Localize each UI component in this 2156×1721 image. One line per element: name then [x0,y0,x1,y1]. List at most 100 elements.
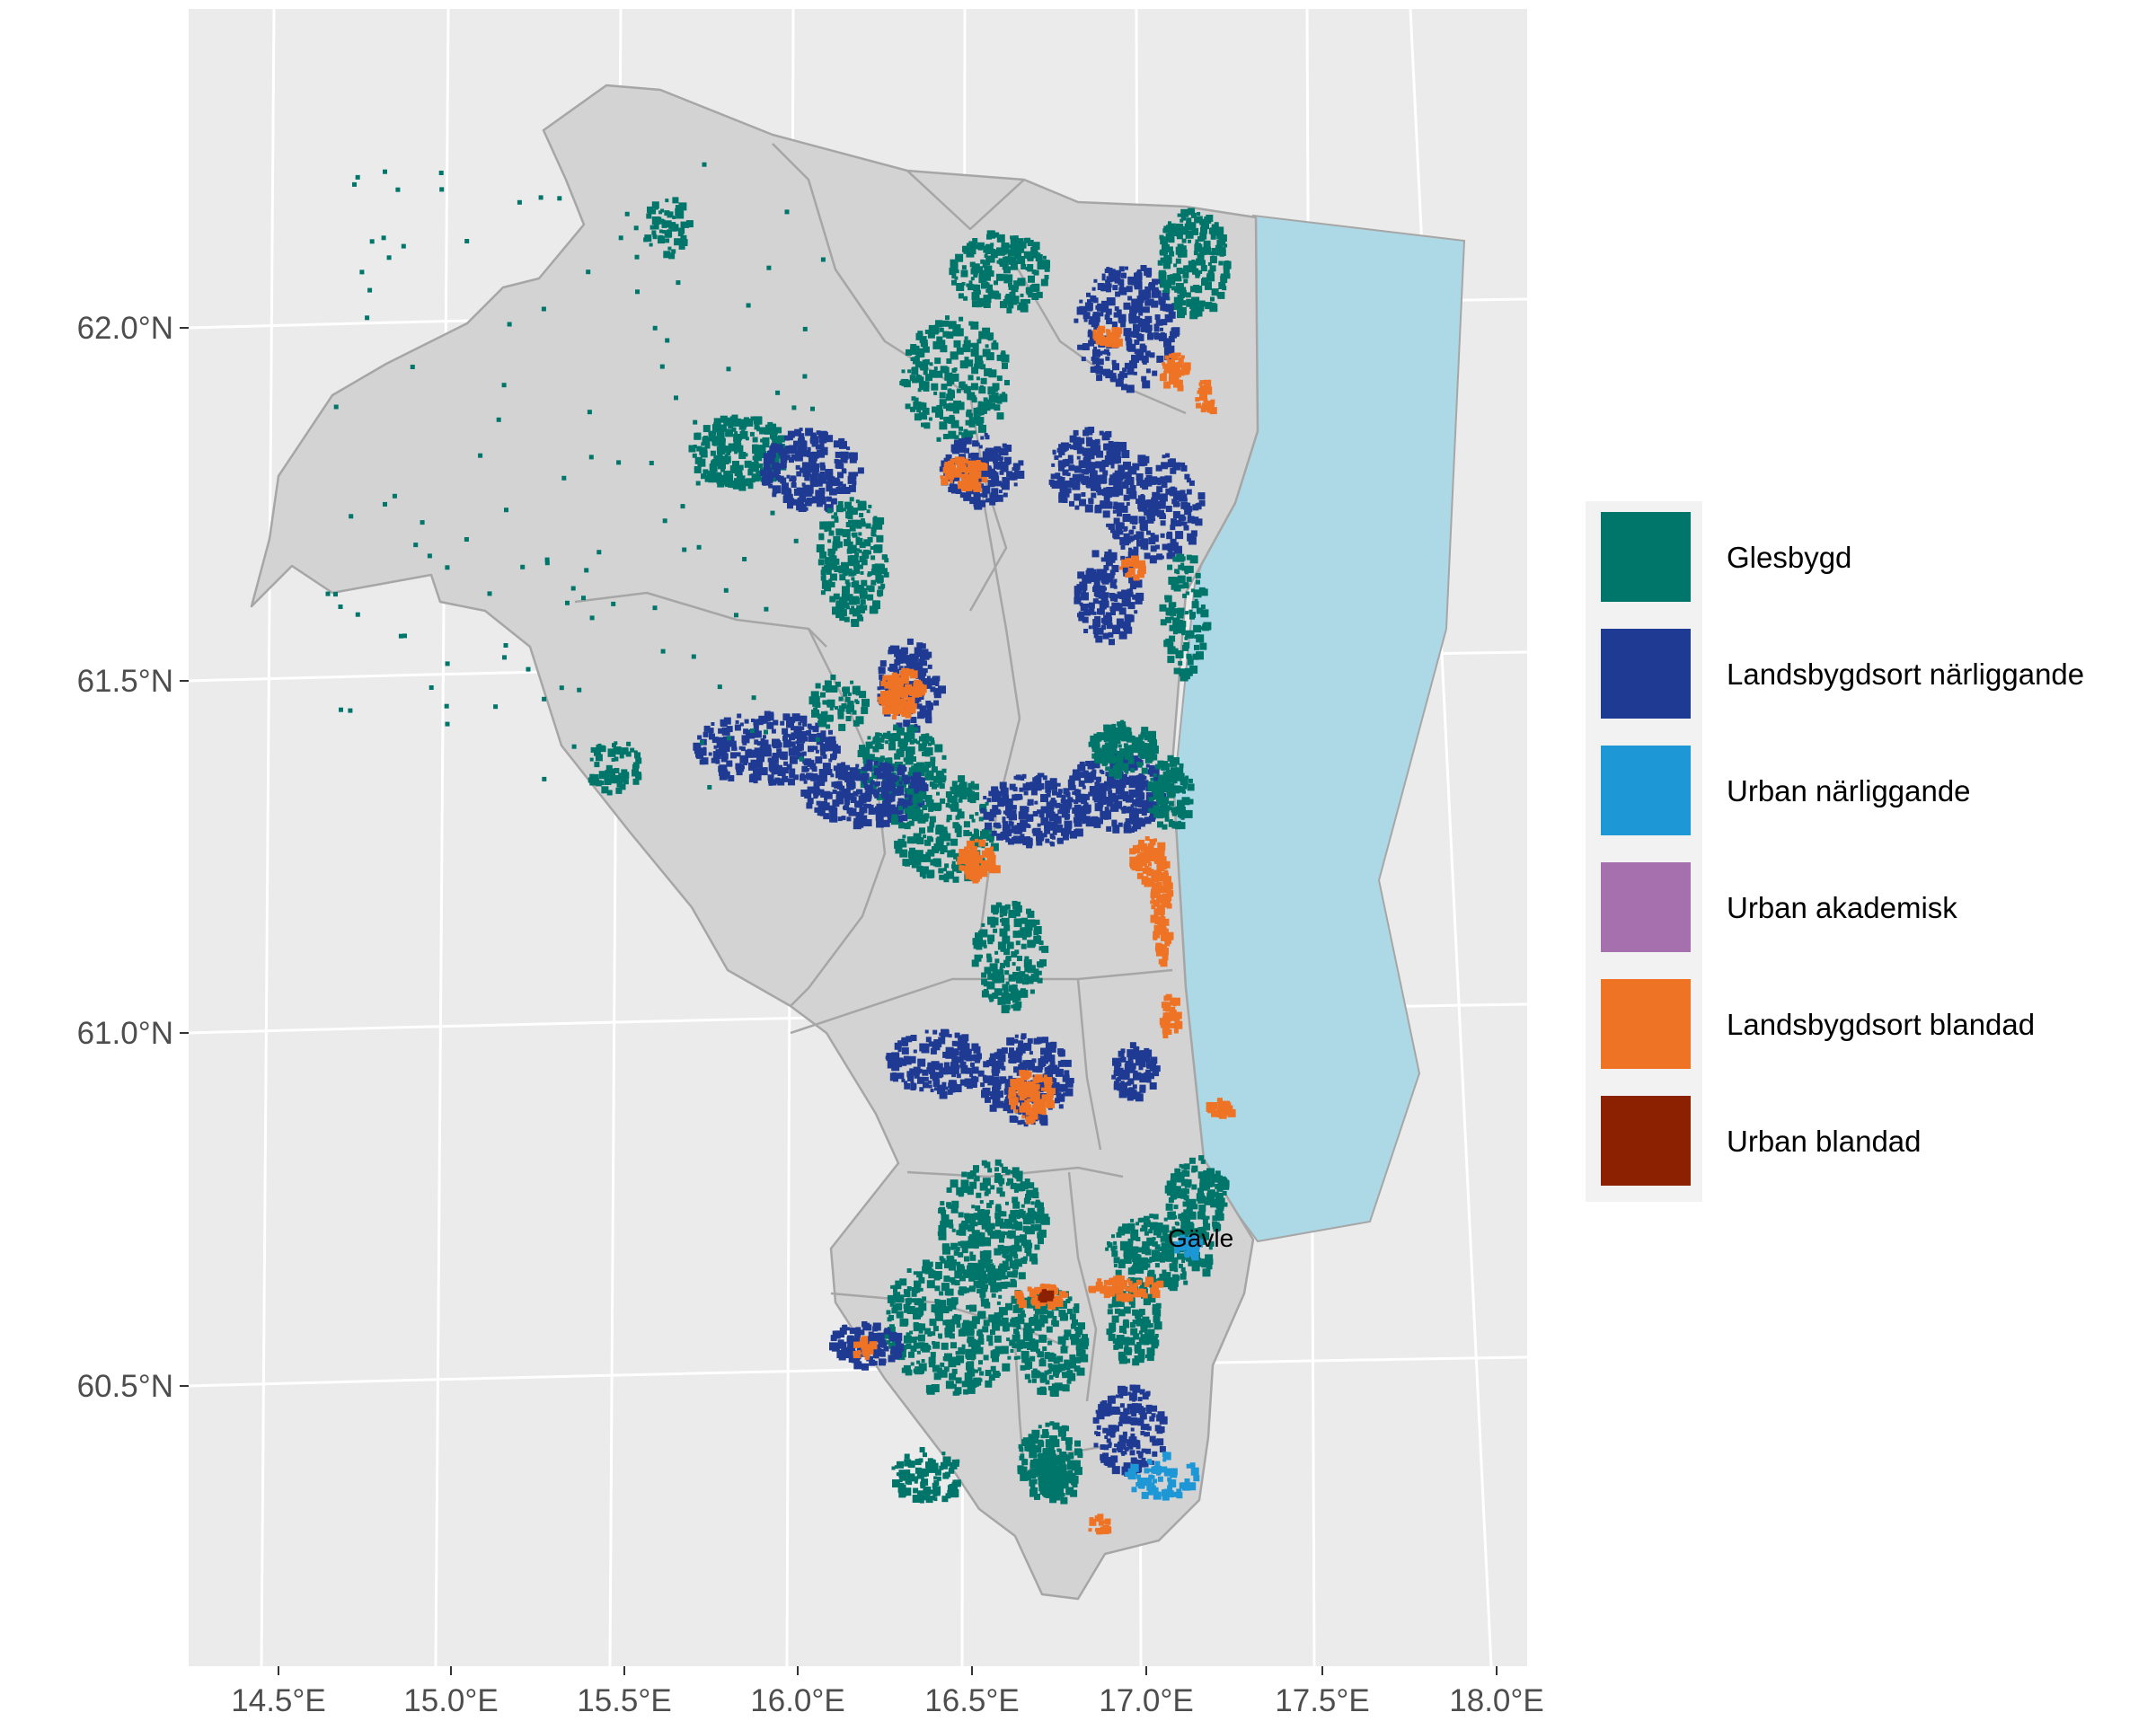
settlement-patch [1041,945,1049,953]
settlement-patch [846,816,852,822]
settlement-patch [994,1083,1002,1090]
settlement-patch [1133,324,1140,332]
settlement-patch [980,830,988,839]
settlement-patch [892,792,897,797]
settlement-patch [918,736,924,742]
settlement-patch [1056,782,1061,787]
settlement-patch [958,446,966,454]
settlement-patch [870,754,875,758]
settlement-patch [1011,1004,1015,1009]
settlement-patch [1128,781,1135,789]
settlement-patch [1208,269,1213,274]
settlement-patch [820,575,826,581]
settlement-patch [789,457,794,463]
settlement-patch [834,517,839,523]
settlement-patch [1082,616,1089,623]
settlement-patch [745,749,754,758]
settlement-patch [801,482,806,487]
settlement-patch [835,463,841,469]
settlement-patch [1144,315,1153,323]
settlement-patch [1135,758,1142,764]
settlement-patch [734,724,741,731]
settlement-patch [1126,798,1131,803]
settlement-patch [1100,810,1109,819]
settlement-patch [783,490,792,499]
settlement-patch [813,434,817,438]
settlement-patch [723,470,731,478]
settlement-patch [1101,277,1106,281]
settlement-patch [926,702,933,709]
settlement-patch [918,381,926,389]
settlement-patch [976,339,982,344]
settlement-patch [1027,910,1035,918]
settlement-patch [1106,825,1112,832]
settlement-patch [803,780,808,784]
settlement-patch [1098,818,1103,825]
settlement-patch [1032,1212,1041,1220]
settlement-patch [826,435,834,443]
settlement-patch [1171,785,1180,794]
settlement-patch [1200,265,1207,272]
settlement-patch [976,442,980,446]
settlement-patch [1089,336,1098,344]
settlement-patch [1102,632,1109,640]
settlement-patch [953,367,958,372]
settlement-patch [1141,780,1149,788]
settlement-patch [715,749,723,757]
settlement-patch [956,402,965,410]
settlement-patch [808,467,814,473]
settlement-patch [1143,306,1150,313]
settlement-patch [851,605,855,610]
settlement-patch [982,402,990,410]
settlement-patch [1096,450,1104,458]
settlement-patch [1129,535,1135,542]
settlement-patch [1182,644,1188,651]
settlement-patch [906,776,911,781]
settlement-patch [1118,319,1123,323]
settlement-patch [1135,813,1139,817]
settlement-patch [849,455,857,463]
settlement-patch [878,586,882,590]
settlement-patch [1092,619,1101,627]
settlement-patch [832,799,840,808]
settlement-patch [754,739,759,745]
settlement-patch [818,769,827,777]
settlement-patch [943,416,950,423]
settlement-patch [987,255,995,263]
settlement-patch [1132,1084,1137,1090]
settlement-patch [1126,477,1135,485]
settlement-patch [948,416,956,424]
settlement-patch [754,424,760,430]
settlement-patch [1104,742,1113,751]
settlement-patch [1008,1053,1014,1059]
settlement-patch [860,555,866,561]
settlement-patch [1090,366,1097,373]
settlement-patch [829,581,835,587]
settlement-patch [952,446,959,455]
settlement-patch [1045,838,1050,843]
settlement-patch [869,756,874,762]
settlement-patch [820,750,826,756]
settlement-patch [766,711,774,719]
settlement-patch [919,1087,924,1092]
settlement-patch [1122,776,1131,785]
settlement-patch [868,504,872,508]
settlement-patch [1058,464,1065,472]
settlement-patch [1149,352,1155,358]
settlement-patch [1199,256,1205,261]
settlement-patch [1050,480,1056,487]
settlement-patch [944,1066,951,1074]
settlement-patch [1116,803,1121,808]
settlement-patch [991,488,999,496]
settlement-patch [946,381,952,387]
settlement-patch [1127,588,1133,595]
settlement-patch [1004,1081,1013,1090]
settlement-patch [1038,940,1044,946]
settlement-patch [1073,429,1079,436]
settlement-patch [912,357,920,365]
settlement-patch [796,737,802,744]
settlement-patch [894,658,901,666]
settlement-patch [1180,218,1184,223]
settlement-patch [876,534,884,543]
settlement-patch [1145,763,1150,768]
